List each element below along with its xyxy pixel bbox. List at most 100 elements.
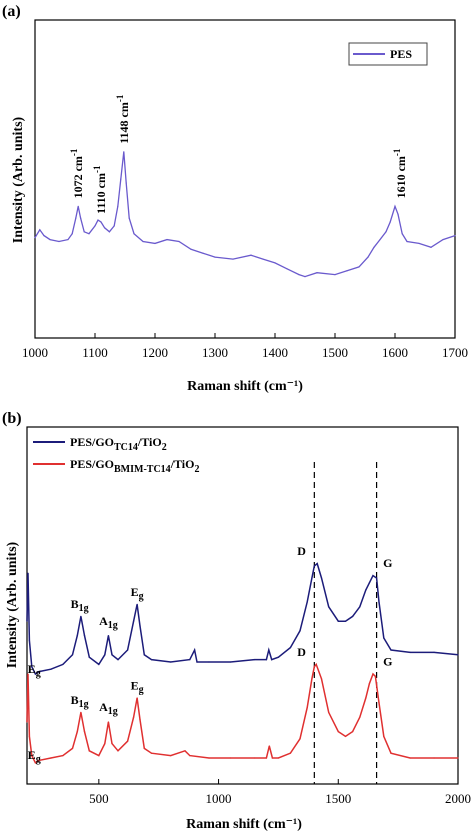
panel-a-data-point bbox=[202, 252, 204, 254]
panel-a-legend: PES bbox=[348, 42, 428, 66]
panel-b-mode-label: B1g bbox=[71, 693, 89, 710]
panel-b: (b) 500 1000 1500 2000 Eg B1g A1g Eg D G Eg B1g A1g… bbox=[2, 410, 471, 832]
panel-b-data-point bbox=[76, 731, 78, 733]
panel-b-mode-label: D bbox=[297, 645, 306, 659]
panel-a-data-point bbox=[67, 238, 69, 241]
panel-b-data-point bbox=[80, 711, 82, 714]
panel-b-data-point bbox=[83, 731, 86, 733]
panel-a-data-point bbox=[100, 221, 102, 223]
panel-b-data-point bbox=[344, 735, 347, 738]
panel-b-data-point bbox=[28, 639, 30, 642]
panel-a-x-tick-label: 1000 bbox=[22, 345, 48, 360]
panel-a-data-point bbox=[125, 182, 127, 184]
panel-a-peak-label: 1072 cm-1 bbox=[69, 148, 85, 198]
panel-b-data-point bbox=[344, 620, 347, 622]
panel-b-x-axis-label: Raman shift (cm⁻¹) bbox=[186, 817, 302, 832]
panel-a-data-point bbox=[113, 225, 115, 227]
panel-b-data-point bbox=[372, 575, 374, 577]
panel-b-data-point bbox=[126, 649, 129, 651]
panel-b-data-point bbox=[457, 757, 459, 759]
panel-b-data-point bbox=[457, 654, 459, 656]
panel-b-data-point bbox=[117, 659, 119, 661]
panel-b-data-point bbox=[104, 654, 106, 656]
panel-b-data-point bbox=[313, 666, 315, 668]
panel-b-data-point bbox=[383, 735, 385, 738]
panel-b-data-point bbox=[306, 707, 308, 709]
panel-b-data-point bbox=[268, 649, 270, 651]
panel-b-mode-label: Eg bbox=[28, 748, 41, 765]
panel-b-data-point bbox=[184, 750, 186, 752]
panel-b-data-point bbox=[26, 721, 28, 723]
panel-a-data-point bbox=[397, 213, 399, 215]
panel-b-data-point bbox=[27, 572, 29, 574]
panel-a-data-point bbox=[128, 217, 130, 219]
panel-b-data-point bbox=[50, 757, 52, 759]
panel-b-data-point bbox=[62, 663, 64, 666]
panel-a-x-tick-label: 1600 bbox=[382, 345, 408, 360]
panel-b-data-point bbox=[378, 601, 380, 603]
panel-b-y-axis-label: Intensity (Arb. units) bbox=[5, 541, 20, 668]
panel-b-data-point bbox=[409, 651, 411, 654]
panel-b-data-point bbox=[433, 651, 435, 654]
panel-a-data-point bbox=[406, 240, 408, 243]
panel-b-data-point bbox=[34, 762, 36, 764]
panel-b-data-point bbox=[50, 668, 52, 670]
panel-a-data-point bbox=[75, 217, 77, 219]
panel-b-data-point bbox=[372, 673, 374, 675]
panel-b-data-point bbox=[337, 620, 339, 622]
panel-b-data-point bbox=[38, 671, 40, 673]
panel-b-mode-label: G bbox=[383, 556, 392, 570]
panel-a-data-point bbox=[154, 242, 156, 245]
panel-a-plot-frame bbox=[34, 19, 456, 339]
panel-b-mode-label: G bbox=[383, 655, 392, 669]
panel-b-data-point bbox=[277, 656, 280, 658]
panel-b-mode-label: Eg bbox=[131, 679, 144, 696]
panel-a-data-point bbox=[358, 266, 360, 268]
panel-a-peak-label: 1110 cm-1 bbox=[92, 165, 108, 214]
panel-a-data-point bbox=[367, 256, 369, 258]
panel-b-data-point bbox=[365, 697, 367, 699]
panel-b-series bbox=[26, 562, 459, 764]
panel-b-data-point bbox=[253, 659, 256, 661]
panel-b-data-point bbox=[117, 750, 119, 752]
panel-b-mode-label: A1g bbox=[99, 700, 118, 717]
panel-b-data-point bbox=[359, 716, 361, 718]
panel-b-data-point bbox=[208, 661, 210, 663]
panel-b-data-point bbox=[38, 759, 40, 762]
panel-b-data-point bbox=[359, 606, 361, 608]
panel-b-legend: PES/GOTC14/TiO2 PES/GOBMIM-TC14/TiO2 bbox=[33, 435, 199, 475]
panel-a-peak-label: 1610 cm-1 bbox=[392, 148, 408, 198]
panel-b-data-point bbox=[107, 721, 110, 723]
panel-a-data-point bbox=[49, 238, 51, 241]
panel-a-x-tick-label: 1200 bbox=[142, 345, 168, 360]
panel-b-data-point bbox=[71, 654, 74, 656]
panel-a-data-point bbox=[389, 221, 391, 223]
panel-b-data-point bbox=[390, 649, 392, 651]
panel-a-data-point bbox=[316, 272, 318, 274]
panel-b-data-point bbox=[139, 719, 141, 721]
panel-b-data-point bbox=[104, 743, 106, 745]
panel-b-data-point bbox=[229, 757, 232, 759]
panel-b-data-point bbox=[271, 757, 274, 759]
panel-b-data-point bbox=[26, 620, 28, 622]
panel-b-data-point bbox=[150, 659, 153, 661]
panel-b-data-point bbox=[374, 675, 376, 678]
panel-a-legend-box bbox=[348, 42, 428, 66]
panel-a-data-point bbox=[304, 276, 306, 278]
panel-b-data-point bbox=[28, 735, 30, 738]
panel-a-peak-label: 1148 cm-1 bbox=[115, 94, 131, 144]
panel-a-legend-label: PES bbox=[390, 47, 412, 61]
panel-b-data-point bbox=[150, 752, 153, 754]
panel-b-data-point bbox=[76, 635, 78, 637]
panel-a-data-point bbox=[142, 240, 144, 243]
panel-a-x-tick-label: 1500 bbox=[322, 345, 348, 360]
panel-a-series bbox=[34, 151, 456, 278]
panel-a-data-point bbox=[379, 238, 381, 241]
panel-b-data-point bbox=[299, 738, 301, 740]
panel-a-data-point bbox=[133, 233, 135, 235]
panel-b-data-point bbox=[368, 582, 371, 584]
panel-b-data-point bbox=[433, 757, 435, 759]
panel-b-data-point bbox=[71, 747, 74, 750]
panel-b-data-point bbox=[265, 659, 268, 661]
panel-b-data-point bbox=[170, 755, 172, 757]
